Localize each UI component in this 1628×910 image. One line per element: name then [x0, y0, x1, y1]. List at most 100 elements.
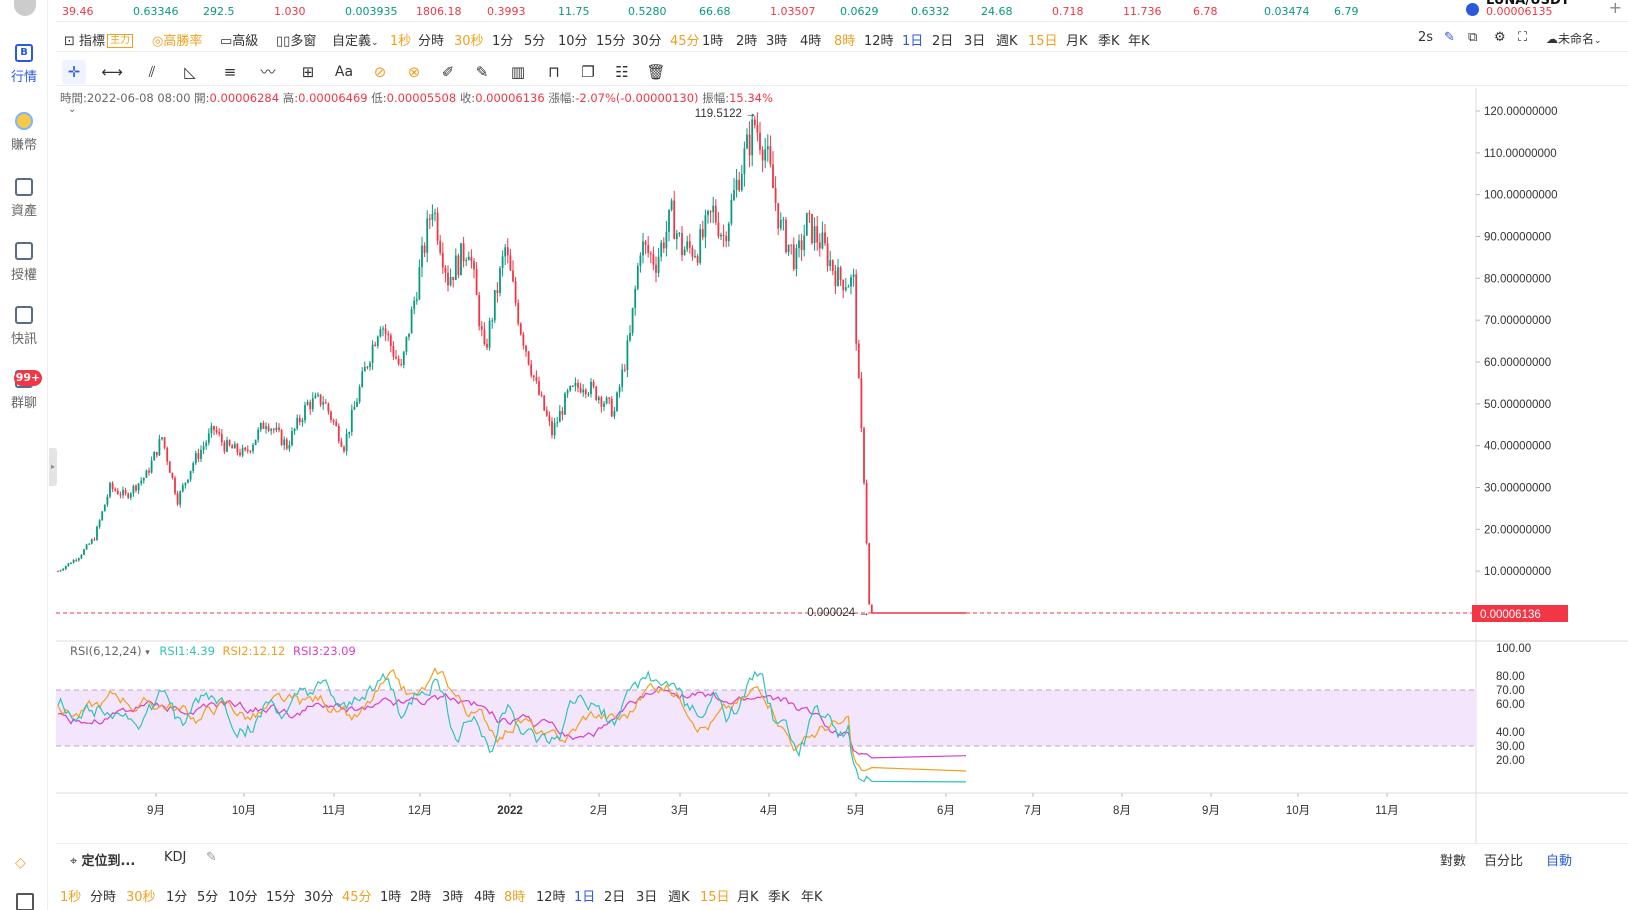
ticker-price[interactable]: 1.030	[274, 5, 306, 18]
interval-22[interactable]: 年K	[801, 890, 823, 905]
locate-button[interactable]: ⌖ 定位到...	[70, 850, 135, 869]
add-icon[interactable]: +	[1608, 0, 1622, 17]
link-icon[interactable]: ⊗	[407, 63, 421, 81]
interval-11[interactable]: 3時	[442, 890, 464, 905]
ticker-price[interactable]: 0.5280	[628, 5, 667, 18]
popout-icon[interactable]: ⧉	[1468, 30, 1478, 45]
magnet-icon[interactable]: ⊘	[373, 63, 387, 81]
ticker-price[interactable]: 0.718	[1052, 5, 1084, 18]
trend-line-icon[interactable]: ⫽	[148, 63, 156, 81]
ticker-price[interactable]: 0.03474	[1264, 5, 1310, 18]
interval-5[interactable]: 10分	[558, 34, 588, 49]
crosshair-icon[interactable]: ✛	[62, 60, 86, 84]
sidebar-item-assets[interactable]: 資產	[0, 178, 48, 219]
chart-area[interactable]: 時間:2022-06-08 08:00 開:0.00006284 高:0.000…	[56, 88, 1628, 910]
indicator-button[interactable]: ⊡ 指標 主力	[64, 30, 134, 49]
ticker-price[interactable]: 11.75	[558, 5, 590, 18]
interval-20[interactable]: 月K	[1066, 34, 1088, 49]
advanced-button[interactable]: ▭高級	[220, 30, 258, 49]
interval-0[interactable]: 1秒	[60, 890, 82, 905]
ticker-price[interactable]: 24.68	[981, 5, 1013, 18]
interval-22[interactable]: 年K	[1128, 34, 1150, 49]
ticker-price[interactable]: 6.78	[1193, 5, 1218, 18]
interval-17[interactable]: 3日	[636, 890, 658, 905]
text-icon[interactable]: Aa	[334, 64, 354, 80]
multiwindow-button[interactable]: ▯▯多窗	[276, 30, 316, 49]
interval-2[interactable]: 30秒	[126, 890, 156, 905]
interval-14[interactable]: 12時	[536, 890, 566, 905]
gear-icon[interactable]: ⚙	[1494, 30, 1506, 45]
sidebar-item-market[interactable]: B 行情	[0, 44, 48, 85]
ticker-price[interactable]: 6.79	[1334, 5, 1359, 18]
winrate-button[interactable]: ◎高勝率	[152, 30, 202, 49]
pencil-icon[interactable]: ✐	[441, 63, 455, 81]
ticker-price[interactable]: 1.03507	[770, 5, 816, 18]
measure-icon[interactable]: ⊞	[301, 63, 315, 81]
interval-12[interactable]: 4時	[800, 34, 822, 49]
wave-icon[interactable]: 〰	[260, 63, 276, 81]
interval-9[interactable]: 1時	[702, 34, 724, 49]
ticker-price[interactable]: 0.63346	[133, 5, 179, 18]
horizontal-line-icon[interactable]: ⟷	[101, 63, 123, 81]
square-icon[interactable]	[16, 893, 34, 910]
custom-button[interactable]: 自定義⌄	[332, 30, 379, 49]
interval-13[interactable]: 8時	[834, 34, 856, 49]
fib-lines-icon[interactable]: ≡	[223, 63, 237, 81]
interval-16[interactable]: 2日	[604, 890, 626, 905]
interval-7[interactable]: 30分	[632, 34, 662, 49]
interval-4[interactable]: 5分	[524, 34, 546, 49]
collapse-sidebar-handle[interactable]: ▸	[49, 448, 57, 486]
sidebar-item-news[interactable]: 快訊	[0, 306, 48, 347]
interval-21[interactable]: 季K	[768, 890, 790, 905]
interval-10[interactable]: 2時	[736, 34, 758, 49]
diamond-icon[interactable]: ◇	[15, 855, 26, 871]
interval-16[interactable]: 2日	[932, 34, 954, 49]
interval-19[interactable]: 15日	[1028, 34, 1058, 49]
candles-icon[interactable]: ▥	[510, 63, 526, 81]
ticker-price[interactable]: 0.0629	[840, 5, 879, 18]
sidebar-item-auth[interactable]: 授權	[0, 242, 48, 283]
copy-icon[interactable]: ❐	[581, 63, 595, 81]
ticker-price[interactable]: 1806.18	[416, 5, 462, 18]
interval-21[interactable]: 季K	[1098, 34, 1120, 49]
interval-4[interactable]: 5分	[197, 890, 219, 905]
interval-12[interactable]: 4時	[474, 890, 496, 905]
interval-5[interactable]: 10分	[228, 890, 258, 905]
refresh-rate[interactable]: 2s	[1418, 30, 1434, 45]
edit-list-icon[interactable]: ☷	[615, 63, 629, 81]
interval-20[interactable]: 月K	[737, 890, 759, 905]
interval-3[interactable]: 1分	[492, 34, 514, 49]
lock-icon[interactable]: ⊓	[548, 63, 560, 81]
log-scale-toggle[interactable]: 對數	[1440, 854, 1467, 869]
trash-icon[interactable]: 🗑	[646, 63, 666, 81]
ticker-price[interactable]: 39.46	[62, 5, 94, 18]
interval-3[interactable]: 1分	[166, 890, 188, 905]
fullscreen-icon[interactable]: ⛶	[1518, 30, 1528, 45]
kdj-button[interactable]: KDJ	[164, 850, 187, 865]
interval-15[interactable]: 1日	[574, 890, 596, 905]
percent-scale-toggle[interactable]: 百分比	[1484, 854, 1524, 869]
interval-11[interactable]: 3時	[766, 34, 788, 49]
interval-18[interactable]: 週K	[668, 890, 690, 905]
brush-icon[interactable]: ✎	[475, 63, 489, 81]
interval-9[interactable]: 1時	[380, 890, 402, 905]
interval-8[interactable]: 45分	[670, 34, 700, 49]
interval-14[interactable]: 12時	[864, 34, 894, 49]
auto-scale-toggle[interactable]: 自動	[1546, 854, 1573, 869]
ticker-price[interactable]: 66.68	[699, 5, 731, 18]
ticker-price[interactable]: 0.003935	[345, 5, 398, 18]
ticker-price[interactable]: 0.6332	[911, 5, 950, 18]
interval-13[interactable]: 8時	[504, 890, 526, 905]
interval-1[interactable]: 分時	[90, 890, 117, 905]
chevron-down-icon[interactable]: ⌄	[68, 104, 77, 115]
interval-1[interactable]: 分時	[418, 34, 445, 49]
ticker-price[interactable]: 0.3993	[487, 5, 526, 18]
ticker-price[interactable]: 292.5	[203, 5, 235, 18]
interval-2[interactable]: 30秒	[454, 34, 484, 49]
triangle-icon[interactable]: ◺	[184, 63, 196, 81]
edit-icon[interactable]: ✎	[206, 850, 217, 865]
sidebar-item-earn[interactable]: 賺幣	[0, 112, 48, 153]
pair-header[interactable]: LUNA/USDT 0.00006135 +	[1458, 0, 1628, 22]
caret-down-icon[interactable]: ▾	[145, 648, 150, 658]
interval-19[interactable]: 15日	[700, 890, 730, 905]
